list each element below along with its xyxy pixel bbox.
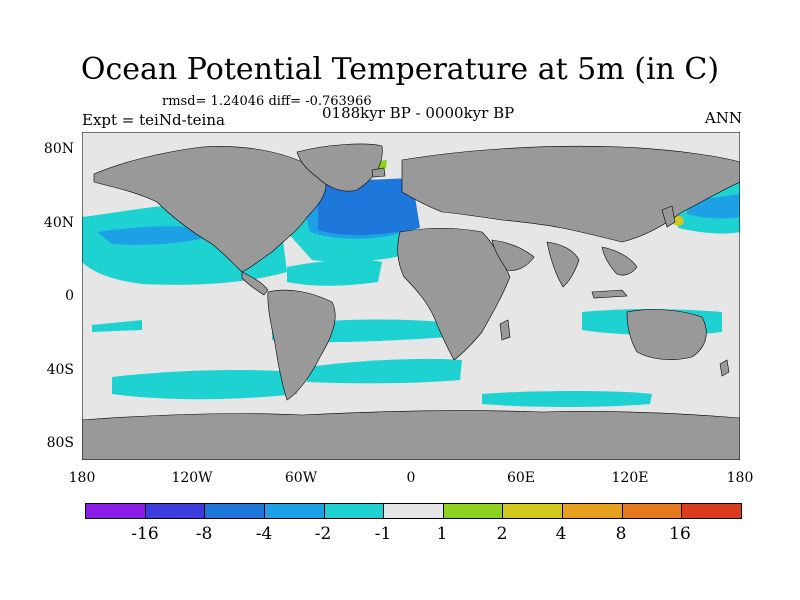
landmasses bbox=[82, 143, 740, 460]
colorbar-label: -1 bbox=[374, 524, 392, 544]
colorbar-box bbox=[205, 504, 265, 518]
colorbar-box bbox=[563, 504, 623, 518]
lat-label-80s: 80S bbox=[46, 435, 74, 451]
north-america bbox=[93, 146, 327, 273]
plot-title: Ocean Potential Temperature at 5m (in C) bbox=[80, 52, 720, 87]
colorbar-label: -8 bbox=[195, 524, 213, 544]
lon-label-60w: 60W bbox=[284, 470, 318, 486]
iceland bbox=[371, 167, 386, 178]
colorbar-label: 1 bbox=[436, 524, 448, 544]
lon-label-60e: 60E bbox=[506, 470, 536, 486]
lat-label-40n: 40N bbox=[43, 215, 74, 231]
ocean-temperature-map bbox=[82, 132, 740, 460]
colorbar-box bbox=[86, 504, 146, 518]
period-label: 0188kyr BP - 0000kyr BP bbox=[322, 104, 515, 122]
colorbar-box bbox=[384, 504, 444, 518]
colorbar-label: -16 bbox=[131, 524, 159, 544]
lat-label-80n: 80N bbox=[43, 141, 74, 157]
colorbar-box bbox=[324, 504, 385, 518]
lon-label-180e: 180 bbox=[726, 470, 754, 486]
antarctica bbox=[82, 410, 740, 460]
colorbar-box bbox=[145, 504, 206, 518]
lon-label-0: 0 bbox=[406, 470, 416, 486]
colorbar-box bbox=[682, 504, 742, 518]
north-pacific-sky bbox=[97, 226, 222, 245]
lon-label-120e: 120E bbox=[611, 470, 649, 486]
colorbar-box bbox=[503, 504, 564, 518]
season-label: ANN bbox=[704, 109, 742, 127]
colorbar-label: 16 bbox=[669, 524, 691, 544]
colorbar-label: 2 bbox=[496, 524, 508, 544]
lat-label-40s: 40S bbox=[46, 362, 74, 378]
madagascar bbox=[499, 319, 511, 341]
yellow-warm-patch-japan bbox=[672, 215, 684, 226]
new-zealand bbox=[719, 359, 730, 377]
south-pacific-cyan bbox=[92, 320, 142, 332]
colorbar-box bbox=[264, 504, 325, 518]
north-atlantic-blue bbox=[318, 178, 420, 236]
south-america bbox=[267, 289, 336, 401]
stats-text: rmsd= 1.24046 diff= -0.763966 bbox=[162, 94, 372, 109]
africa bbox=[397, 227, 511, 361]
japan bbox=[661, 205, 676, 228]
colorbar-label: 4 bbox=[555, 524, 567, 544]
colorbar-label: 8 bbox=[615, 524, 627, 544]
colorbar-label: -4 bbox=[255, 524, 273, 544]
southern-ocean-band-c bbox=[482, 391, 652, 407]
indonesia bbox=[591, 289, 628, 299]
lon-label-120w: 120W bbox=[171, 470, 213, 486]
colorbar bbox=[85, 503, 742, 519]
greenland bbox=[296, 143, 383, 192]
colorbar-box bbox=[622, 504, 683, 518]
india bbox=[546, 241, 580, 288]
experiment-label: Expt = teiNd-teina bbox=[82, 111, 225, 129]
lon-label-180w: 180 bbox=[68, 470, 96, 486]
colorbar-box bbox=[443, 504, 504, 518]
southern-ocean-band-a bbox=[112, 369, 297, 400]
eurasia bbox=[401, 145, 740, 243]
tropical-atlantic-cyan bbox=[287, 259, 382, 286]
arabia bbox=[491, 239, 535, 271]
lat-label-0: 0 bbox=[65, 288, 74, 304]
central-america bbox=[241, 271, 269, 296]
colorbar-label: -2 bbox=[314, 524, 332, 544]
southern-ocean-band-b bbox=[307, 358, 462, 384]
australia bbox=[626, 309, 707, 361]
southeast-asia bbox=[601, 246, 638, 276]
